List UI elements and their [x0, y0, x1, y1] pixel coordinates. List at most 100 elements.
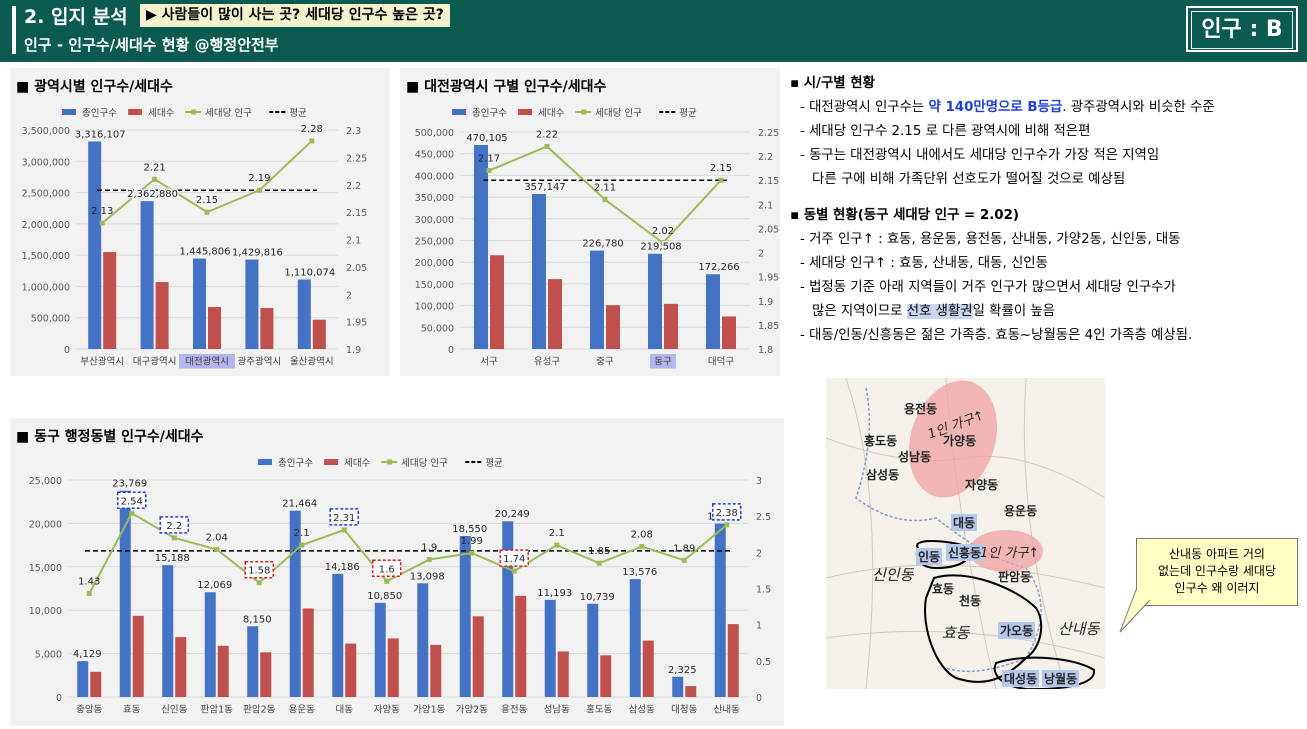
- map-label: 용운동: [1004, 504, 1038, 518]
- data-label-total: 1,445,806: [180, 247, 231, 258]
- y2-tick-label: 2.15: [758, 176, 779, 187]
- data-label-total: 1,110,074: [284, 268, 335, 279]
- y-tick-label: 20,000: [29, 519, 62, 530]
- x-category-label: 용전동: [501, 705, 527, 716]
- highlight-box: [712, 503, 742, 521]
- data-label-total: 23,769: [112, 479, 147, 490]
- y-tick-label: 10,000: [29, 606, 62, 617]
- data-label-total: 4,129: [73, 649, 102, 660]
- line-marker: [171, 535, 177, 541]
- x-category-label: 서구: [480, 357, 498, 368]
- bar-total: [247, 626, 259, 697]
- legend-label: 총인구수: [82, 108, 117, 119]
- map-label: 삼성동: [866, 468, 900, 482]
- callout-box: 산내동 아파트 거의 없는데 인구수랑 세대당 인구수 왜 이러지: [1136, 538, 1298, 606]
- y2-tick-label: 2.2: [346, 181, 361, 192]
- chart-panel-metro: ■ 광역시별 인구수/세대수 0 500,000 1,000,000 1,500,00…: [10, 68, 390, 376]
- data-label-per-household: 2.54: [121, 496, 143, 507]
- notes-s2-line4: 많은 지역이므로 선호 생활권일 확률이 높음: [790, 300, 1300, 324]
- bar-households: [642, 640, 654, 697]
- y-tick-label: 300,000: [415, 215, 454, 226]
- line-marker: [469, 550, 475, 556]
- data-label-per-household: 1.74: [503, 554, 525, 565]
- y2-tick-label: 2.1: [758, 200, 773, 211]
- notes-s2-line5: - 대동/인동/신흥동은 젊은 가족층. 효동~낭월동은 4인 가족층 예상됨.: [800, 328, 1193, 343]
- bar-total: [502, 521, 514, 697]
- line-marker: [256, 187, 262, 193]
- data-label-per-household: 2.31: [333, 513, 355, 524]
- y-tick-label: 50,000: [421, 323, 454, 334]
- y-tick-label: 200,000: [415, 258, 454, 269]
- line-marker: [341, 527, 347, 533]
- y2-tick-label: 1.9: [346, 345, 361, 356]
- line-marker: [718, 177, 724, 183]
- notes-s1-line1-pre: - 대전광역시 인구수는: [800, 100, 929, 115]
- data-label-total: 14,186: [325, 562, 360, 573]
- map-label: 자양동: [965, 478, 999, 492]
- line-marker: [204, 209, 210, 215]
- data-label-total: 15,188: [155, 553, 190, 564]
- bar-total: [417, 583, 429, 697]
- data-label-per-household: 2.04: [206, 532, 228, 543]
- x-category-label: 부산광역시: [80, 356, 124, 368]
- data-label-per-household: 1.89: [673, 543, 695, 554]
- data-label-total: 172,266: [698, 262, 739, 273]
- y2-tick-label: 2: [756, 548, 762, 559]
- legend-marker: [191, 109, 197, 115]
- legend-marker: [581, 109, 587, 115]
- y2-tick-label: 2: [346, 290, 352, 301]
- y-tick-label: 350,000: [415, 193, 454, 204]
- legend-swatch: [128, 109, 143, 115]
- legend-marker: [387, 459, 393, 465]
- data-label-total: 1,429,816: [232, 248, 283, 259]
- y-tick-label: 3,000,000: [22, 157, 70, 168]
- legend-label: 총인구수: [472, 108, 507, 119]
- bar-total: [204, 592, 216, 697]
- notes-s2-line3: - 법정동 기준 아래 지역들이 거주 인구가 많으면서 세대당 인구수가: [800, 280, 1176, 295]
- highlight-box: [372, 559, 402, 578]
- data-label-per-household: 2.22: [536, 129, 558, 140]
- callout-line3: 인구수 왜 이러지: [1174, 581, 1260, 595]
- bar-total: [119, 490, 131, 697]
- data-label-per-household: 2.15: [710, 163, 732, 174]
- y2-tick-label: 2.05: [346, 263, 367, 274]
- line-marker: [86, 591, 92, 597]
- series-line-per-household: [488, 145, 722, 245]
- notes-s1-line3: - 동구는 대전광역시 내에서도 세대당 인구수가 가장 적은 지역임: [800, 148, 1160, 163]
- legend-label: 세대당 인구: [205, 108, 252, 119]
- x-category-label: 동구: [654, 357, 672, 368]
- x-category-label: 대구광역시: [133, 356, 177, 368]
- data-label-total: 21,464: [282, 499, 317, 510]
- y-tick-label: 250,000: [415, 237, 454, 248]
- data-label-total: 20,249: [495, 509, 530, 520]
- legend-swatch: [258, 459, 272, 465]
- x-category-label: 판암1동: [201, 704, 234, 716]
- bar-households: [155, 282, 169, 349]
- bar-total: [162, 565, 174, 697]
- legend-label: 세대당 인구: [401, 458, 448, 469]
- notes-s2-line2: - 세대당 인구↑ : 효동, 산내동, 대동, 신인동: [800, 256, 1048, 271]
- bar-households: [727, 624, 739, 697]
- chart-panel-daejeon: ■ 대전광역시 구별 인구수/세대수 0 50,000 100,000 150,000…: [400, 68, 780, 376]
- series-line-per-household: [88, 511, 728, 595]
- y2-tick-label: 2.15: [346, 208, 367, 219]
- bar-total: [648, 253, 662, 349]
- chart-metro: 0 500,000 1,000,000 1,500,000 2,000,000 2,500…: [22, 108, 367, 369]
- y2-tick-label: 1.8: [758, 345, 773, 356]
- bar-households: [664, 303, 678, 349]
- x-category-label: 광주광역시: [238, 356, 282, 368]
- line-marker: [660, 240, 666, 246]
- x-category-label: 홍도동: [586, 704, 612, 716]
- legend-label: 세대당 인구: [595, 108, 642, 119]
- y2-tick-label: 2.3: [346, 126, 361, 137]
- y-tick-label: 1,000,000: [22, 282, 70, 293]
- y2-tick-label: 2.25: [346, 153, 367, 164]
- y-tick-label: 500,000: [415, 128, 454, 139]
- bar-total: [544, 599, 556, 697]
- x-category-label: 신인동: [161, 705, 187, 716]
- data-label-total: 357,147: [524, 182, 565, 193]
- y-tick-label: 1,500,000: [22, 251, 70, 262]
- data-label-per-household: 2.21: [143, 162, 165, 173]
- line-marker: [486, 168, 492, 174]
- notes-s1-line4: 다른 구에 비해 가족단위 선호도가 떨어질 것으로 예상됨: [812, 172, 1126, 187]
